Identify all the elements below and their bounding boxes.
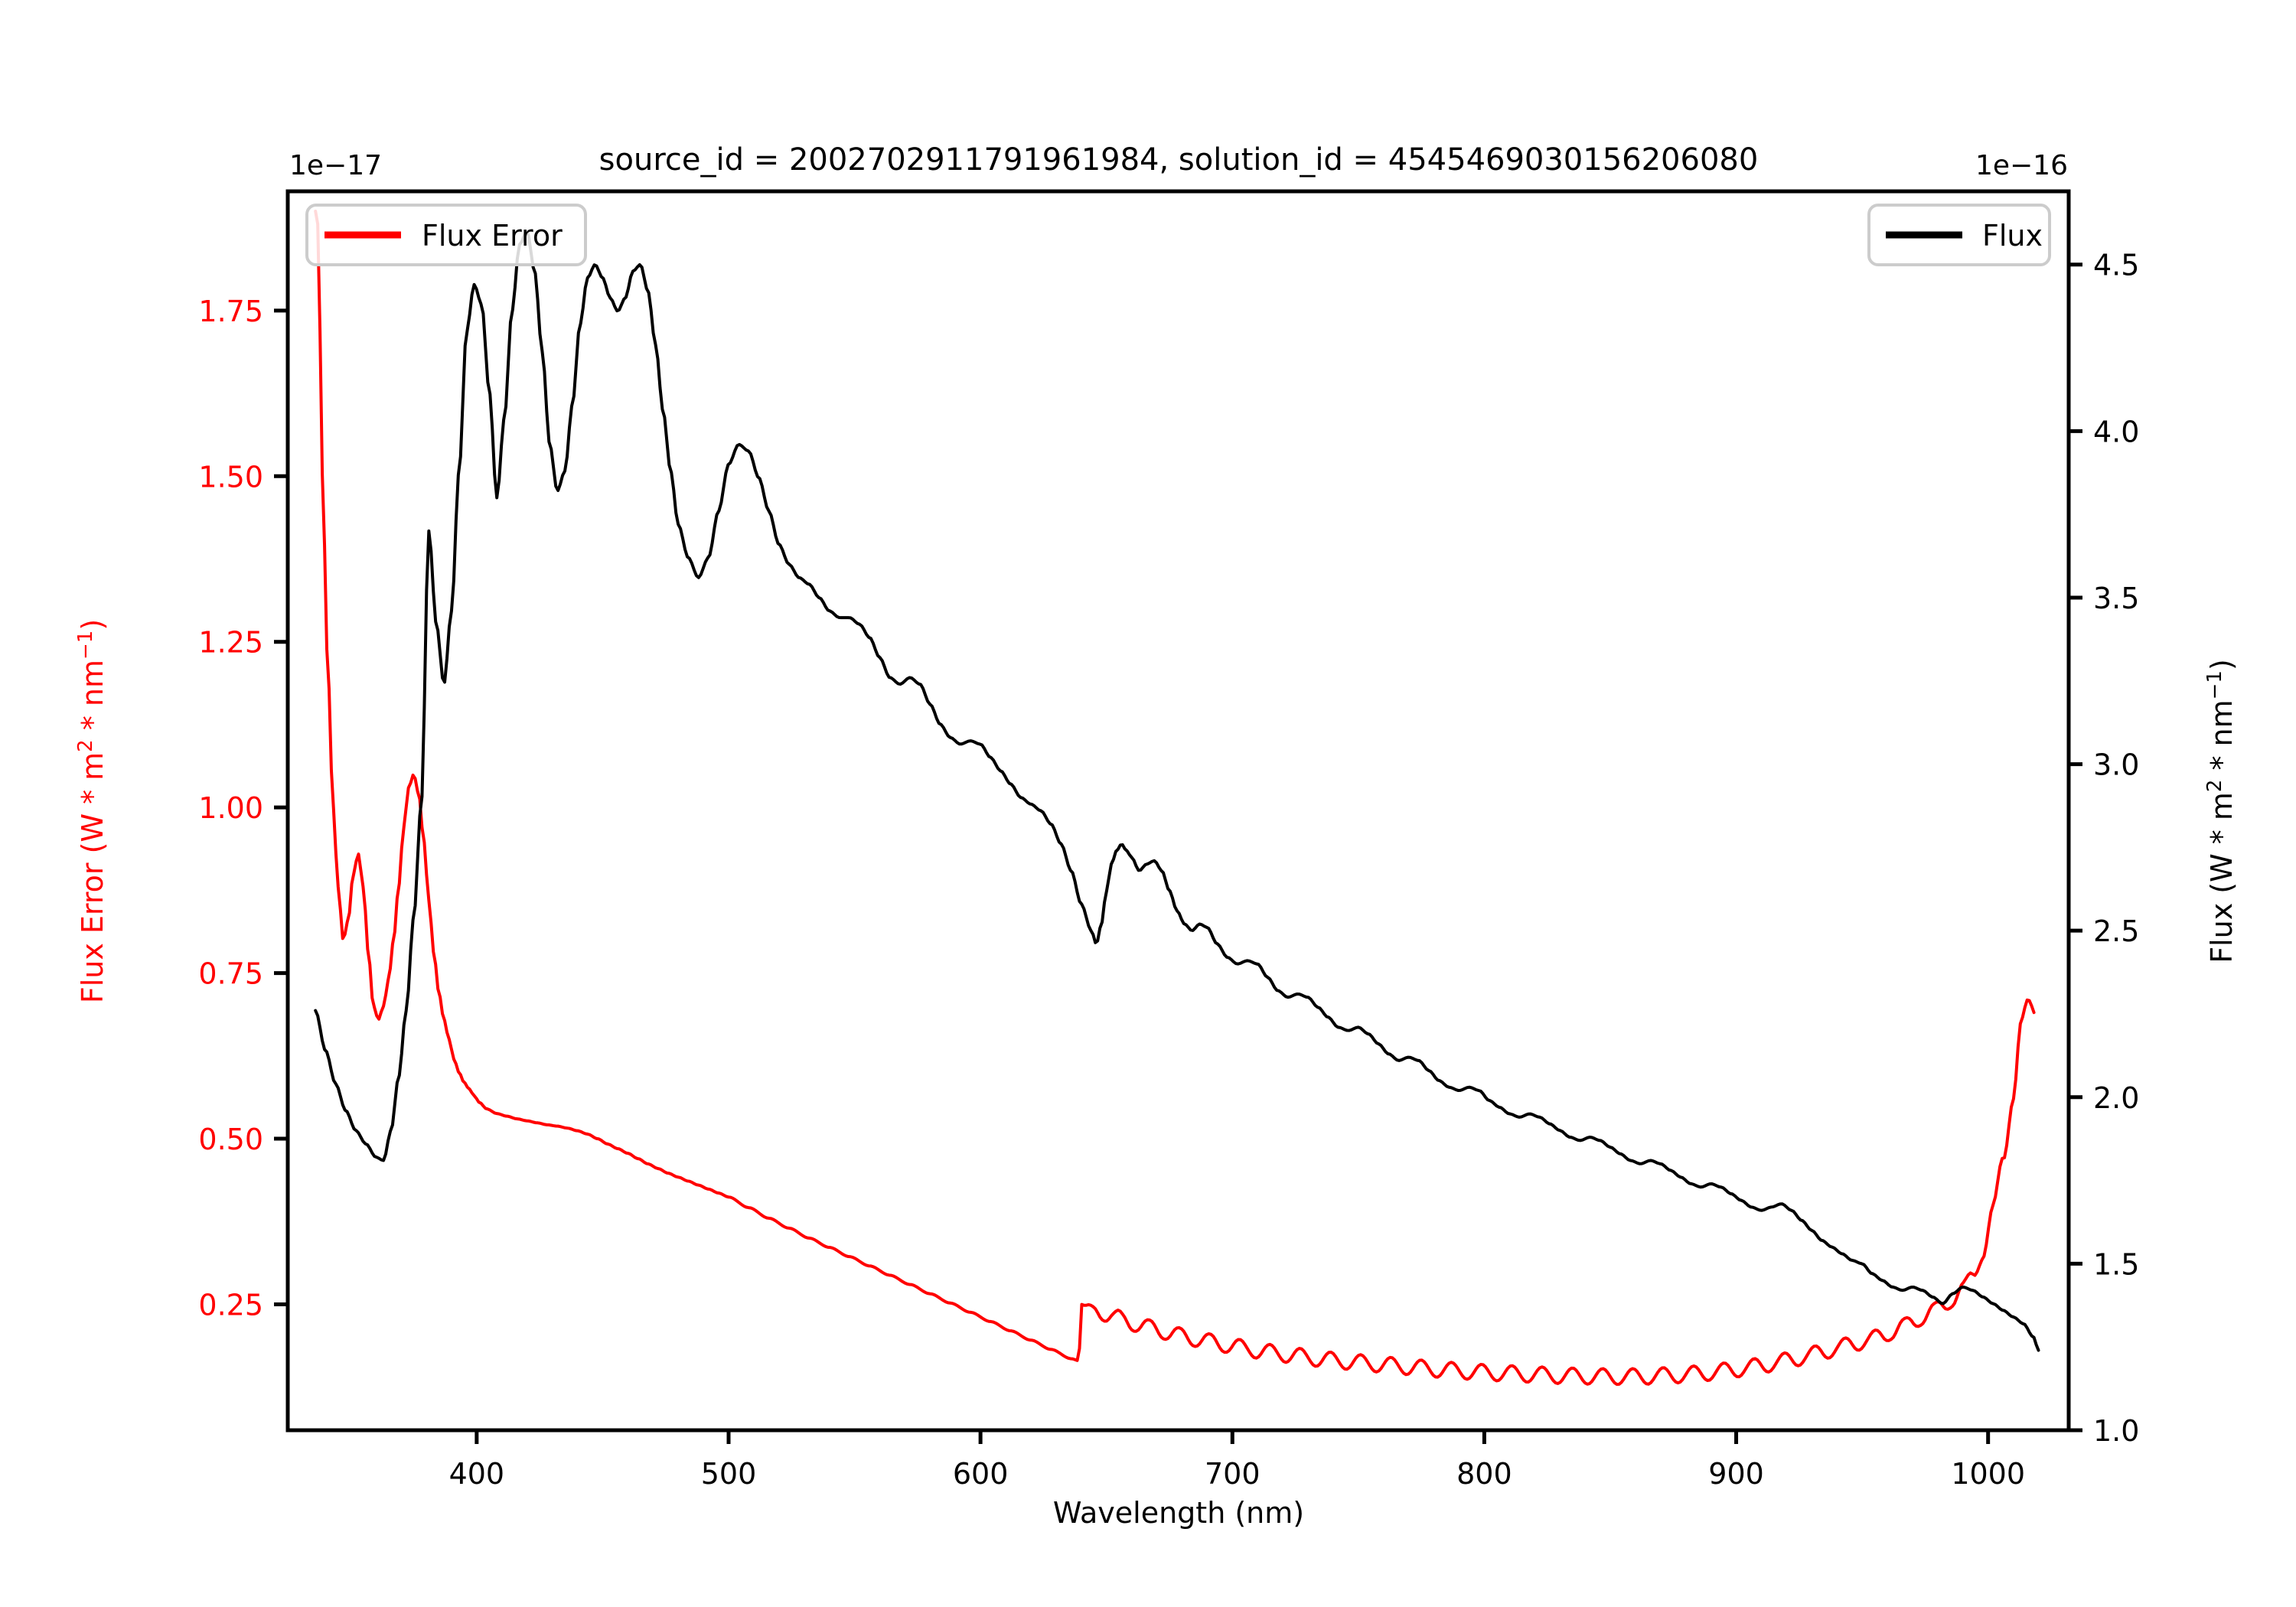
legend-flux[interactable]: Flux	[1867, 204, 2051, 266]
legend-flux-error-box	[305, 204, 587, 266]
legend-flux-error-label: Flux Error	[422, 219, 563, 253]
left-y-tick-label: 1.75	[198, 295, 263, 328]
flux-curve	[314, 230, 2040, 1352]
left-axis-offset-label: 1e−17	[289, 150, 382, 181]
left-y-tick-label: 1.00	[198, 791, 263, 825]
right-y-axis-label-sup-2: 2	[2203, 780, 2226, 793]
x-tick-label: 600	[953, 1457, 1009, 1491]
right-y-tick-label: 4.5	[2093, 249, 2139, 282]
flux-error-curve	[314, 209, 2036, 1387]
x-tick-label: 400	[449, 1457, 505, 1491]
left-y-axis-label: Flux Error (W * m2 * nm−1)	[74, 619, 109, 1003]
left-y-tick-label: 0.25	[198, 1289, 263, 1322]
chart-title: source_id = 2002702911791961984, solutio…	[599, 142, 1759, 178]
right-y-axis-label-prefix: Flux (W * m	[2205, 792, 2239, 963]
left-y-tick-label: 0.50	[198, 1123, 263, 1156]
right-y-tick-label: 3.5	[2093, 582, 2139, 615]
data-curves-group	[314, 209, 2040, 1387]
right-y-tick-label: 1.5	[2093, 1247, 2139, 1281]
right-y-axis-label-mid: * nm	[2205, 699, 2239, 779]
left-y-axis-label-prefix: Flux Error (W * m	[76, 752, 109, 1003]
left-y-axis-label-sup-2: 2	[74, 739, 97, 752]
x-axis-label: Wavelength (nm)	[1053, 1496, 1304, 1530]
left-y-axis-label-suffix: )	[76, 619, 109, 631]
right-axis-offset-label: 1e−16	[1975, 150, 2068, 181]
legend-flux-label: Flux	[1982, 219, 2043, 253]
axis-ticks-group: 400 500 600 700 800 900 1000 0.25 0.50 0.75 1.00 1.…	[198, 249, 2139, 1491]
right-y-tick-label: 4.0	[2093, 415, 2139, 448]
right-y-tick-label: 2.5	[2093, 914, 2139, 948]
legend-flux-error[interactable]: Flux Error	[305, 204, 587, 266]
left-y-tick-label: 1.50	[198, 460, 263, 494]
left-y-tick-label: 1.25	[198, 626, 263, 660]
left-y-axis-label-mid: * nm	[76, 660, 109, 739]
right-y-tick-label: 2.0	[2093, 1081, 2139, 1115]
right-y-axis-label-sup-m1: −1	[2203, 670, 2226, 699]
right-y-tick-label: 1.0	[2093, 1414, 2139, 1448]
left-y-axis-label-sup-m1: −1	[74, 631, 97, 660]
x-tick-label: 500	[701, 1457, 757, 1491]
right-y-axis-label: Flux (W * m2 * nm−1)	[2203, 659, 2239, 963]
left-y-tick-label: 0.75	[198, 957, 263, 991]
axes-frame	[285, 189, 2071, 1433]
x-tick-label: 900	[1708, 1457, 1764, 1491]
x-tick-label: 700	[1205, 1457, 1261, 1491]
right-y-axis-label-suffix: )	[2205, 659, 2239, 670]
right-y-tick-label: 3.0	[2093, 748, 2139, 782]
x-tick-label: 800	[1456, 1457, 1512, 1491]
x-tick-label: 1000	[1951, 1457, 2025, 1491]
